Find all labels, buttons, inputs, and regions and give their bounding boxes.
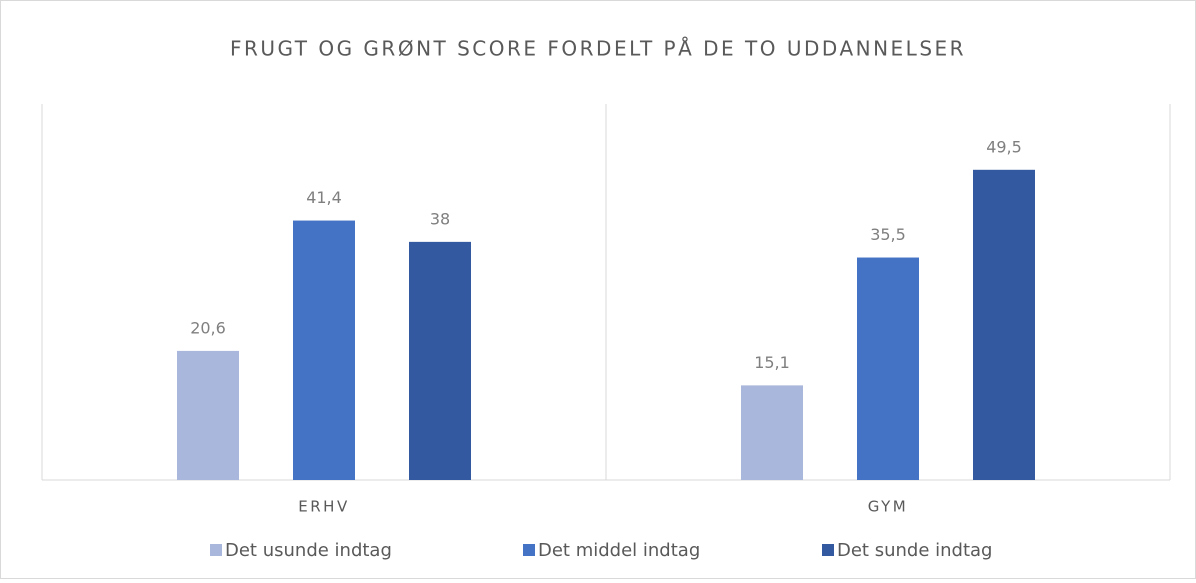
legend-swatch bbox=[210, 544, 222, 556]
legend-swatch bbox=[523, 544, 535, 556]
legend-label: Det middel indtag bbox=[538, 540, 700, 561]
data-label: 20,6 bbox=[190, 318, 226, 337]
data-label: 41,4 bbox=[306, 188, 342, 207]
data-label: 49,5 bbox=[986, 137, 1022, 156]
data-label: 15,1 bbox=[754, 353, 790, 372]
bar bbox=[973, 169, 1035, 481]
bar bbox=[293, 220, 355, 480]
x-tick-label: ERHV bbox=[298, 498, 349, 516]
legend-label: Det sunde indtag bbox=[837, 540, 992, 561]
bar bbox=[177, 350, 239, 480]
bar bbox=[741, 385, 803, 480]
data-label: 38 bbox=[430, 209, 450, 228]
bar bbox=[409, 241, 471, 480]
legend-swatch bbox=[822, 544, 834, 556]
legend-label: Det usunde indtag bbox=[225, 540, 392, 561]
x-tick-label: GYM bbox=[868, 498, 908, 516]
bar bbox=[857, 257, 919, 480]
data-label: 35,5 bbox=[870, 225, 906, 244]
chart-title: FRUGT OG GRØNT SCORE FORDELT PÅ DE TO UD… bbox=[230, 37, 966, 61]
